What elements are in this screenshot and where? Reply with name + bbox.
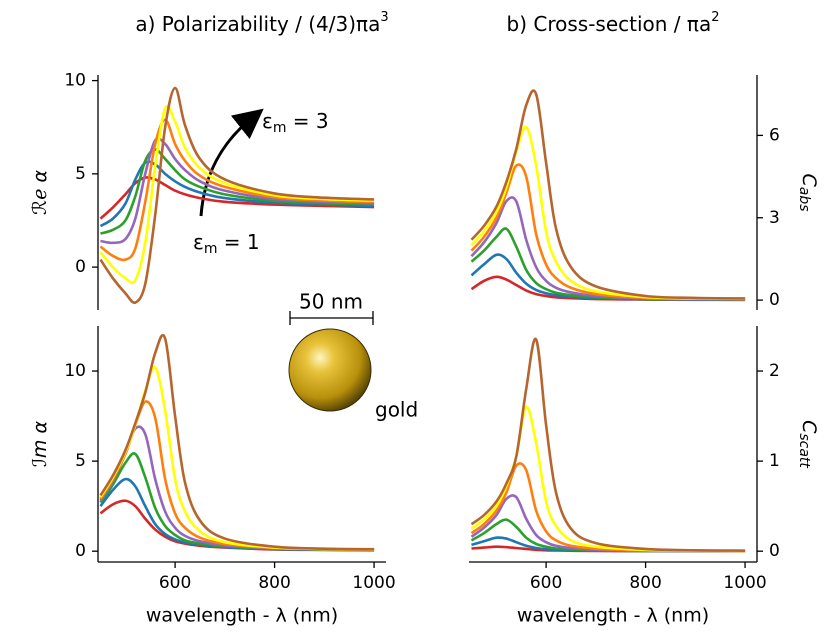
x-tick-label: 800 xyxy=(629,573,661,593)
x-tick-label: 600 xyxy=(159,573,191,593)
curve xyxy=(99,160,375,228)
y-axis-label: ℛℯ α xyxy=(29,170,51,215)
chart-title-sup: 2 xyxy=(711,10,719,25)
y-tick-label: 5 xyxy=(75,451,86,471)
y-axis-label-main: ℐm α xyxy=(29,421,51,467)
gold-label: gold xyxy=(375,398,418,422)
curve xyxy=(470,89,746,300)
curve xyxy=(470,405,746,553)
curve xyxy=(99,452,375,552)
curve xyxy=(470,163,746,301)
annotation-tail: = 3 xyxy=(286,109,328,133)
trend-arrow xyxy=(199,108,264,217)
y-tick-label: 6 xyxy=(769,125,780,145)
y-tick-label: 0 xyxy=(769,290,780,310)
annotation-sub: m xyxy=(273,120,287,136)
y-axis-label-main: ℛℯ α xyxy=(29,170,51,215)
x-axis-label: wavelength - λ (nm) xyxy=(517,605,709,627)
y-tick-label: 0 xyxy=(769,541,780,561)
annotation-text: ε xyxy=(193,230,204,254)
curve xyxy=(99,118,375,262)
annotation: εm = 3 xyxy=(262,109,329,137)
chart-title-text: a) Polarizability / (4/3)πa xyxy=(135,12,380,36)
y-axis-label-main: C xyxy=(799,420,821,434)
chart-title: a) Polarizability / (4/3)πa3 xyxy=(135,10,388,36)
curve xyxy=(100,148,375,235)
curve xyxy=(99,176,375,220)
annotation: εm = 1 xyxy=(193,230,260,258)
curve xyxy=(99,400,375,551)
y-tick-label: 0 xyxy=(75,541,86,561)
y-axis-label: Cscatt xyxy=(796,420,821,468)
curve xyxy=(99,425,375,552)
y-axis-label: Cabs xyxy=(796,173,821,211)
x-tick-label: 1000 xyxy=(352,573,395,593)
x-tick-label: 1000 xyxy=(723,573,766,593)
y-tick-label: 10 xyxy=(64,361,86,381)
annotation-tail: = 1 xyxy=(217,230,259,254)
x-axis-label: wavelength - λ (nm) xyxy=(146,605,338,627)
chart-title-sup: 3 xyxy=(380,10,388,25)
y-tick-label: 2 xyxy=(769,361,780,381)
curve xyxy=(99,86,375,305)
y-tick-label: 5 xyxy=(75,164,86,184)
chart-title: b) Cross-section / πa2 xyxy=(507,10,720,36)
gold-sphere xyxy=(288,328,372,412)
curve xyxy=(470,125,746,301)
y-axis-label-main: C xyxy=(799,173,821,187)
curve xyxy=(99,333,375,551)
scale-bar-label: 50 nm xyxy=(299,290,363,314)
y-axis-label-sub: abs xyxy=(796,187,812,212)
x-tick-label: 800 xyxy=(258,573,290,593)
chart-title-text: b) Cross-section / πa xyxy=(507,12,712,36)
y-axis-label-sub: scatt xyxy=(796,433,812,468)
y-tick-label: 1 xyxy=(769,451,780,471)
annotation-sub: m xyxy=(204,241,218,257)
curve xyxy=(100,137,375,245)
y-tick-label: 3 xyxy=(769,208,780,228)
y-axis-label: ℐm α xyxy=(29,421,51,467)
curve xyxy=(470,462,746,553)
curve xyxy=(470,337,746,552)
y-tick-label: 0 xyxy=(75,257,86,277)
annotation-text: ε xyxy=(262,109,273,133)
x-tick-label: 600 xyxy=(530,573,562,593)
y-tick-label: 10 xyxy=(64,71,86,91)
